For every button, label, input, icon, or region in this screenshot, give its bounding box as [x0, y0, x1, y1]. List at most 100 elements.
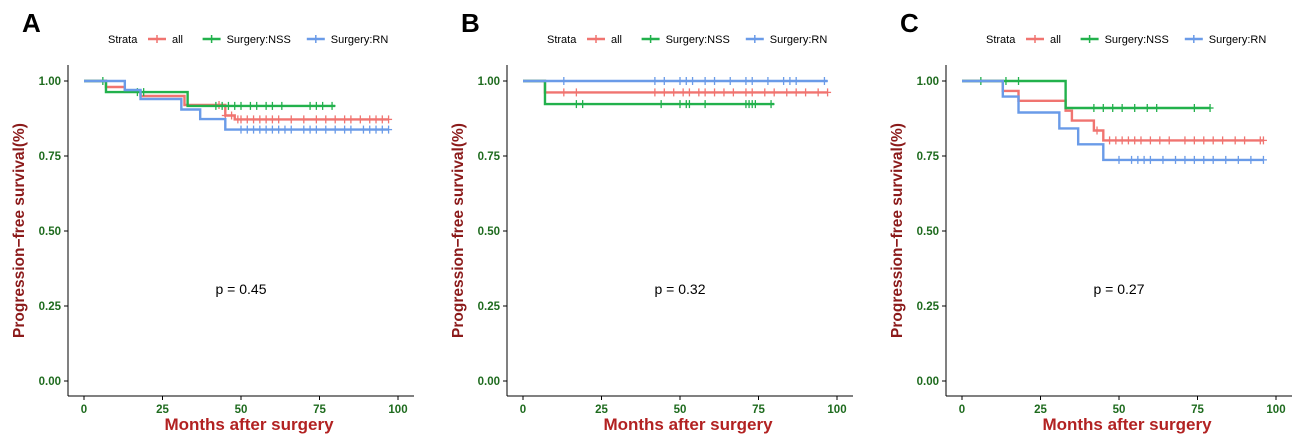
censor-mark — [256, 125, 264, 134]
censor-mark — [341, 125, 349, 134]
censor-mark — [1156, 136, 1164, 145]
survival-step-line — [84, 79, 389, 121]
legend-label: all — [1050, 34, 1061, 46]
series-surgery-nss — [962, 77, 1214, 112]
series-all — [523, 79, 832, 97]
legend-label: Surgery:NSS — [1105, 34, 1169, 46]
censor-mark — [560, 77, 568, 85]
censor-mark — [319, 101, 327, 110]
legend-label: Surgery:RN — [1209, 34, 1267, 46]
series-all — [962, 79, 1267, 145]
censor-mark — [231, 101, 239, 110]
y-tick-label: 0.00 — [478, 376, 500, 388]
panel-label: C — [900, 8, 919, 38]
censor-mark — [651, 88, 659, 97]
censor-mark — [385, 115, 393, 124]
censor-mark — [243, 125, 251, 134]
censor-mark — [253, 101, 261, 110]
series-surgery-nss — [523, 79, 775, 109]
censor-mark — [660, 88, 668, 97]
censor-mark — [275, 115, 283, 124]
y-tick-label: 0.25 — [478, 301, 501, 313]
censor-mark — [1172, 155, 1180, 164]
series-all — [84, 79, 393, 124]
legend-item: all — [587, 34, 622, 46]
censor-mark — [1234, 155, 1242, 164]
censor-mark — [701, 88, 709, 97]
censor-mark — [1206, 104, 1214, 112]
x-tick-label: 25 — [1034, 404, 1047, 416]
censor-mark — [720, 88, 728, 97]
x-axis-title: Months after surgery — [1042, 415, 1212, 434]
censor-mark — [224, 101, 232, 110]
legend-item: Surgery:NSS — [202, 34, 291, 46]
y-tick-label: 0.75 — [917, 151, 940, 163]
censor-mark — [792, 77, 800, 85]
censor-mark — [312, 101, 320, 110]
censor-mark — [695, 88, 703, 97]
x-tick-label: 75 — [313, 404, 326, 416]
legend-item: Surgery:RN — [1184, 34, 1267, 46]
censor-mark — [1190, 104, 1198, 112]
legend-label: Surgery:RN — [331, 34, 389, 46]
x-tick-label: 50 — [235, 404, 248, 416]
censor-mark — [218, 101, 226, 110]
panel-label: B — [461, 8, 480, 38]
y-axis-title: Progression−free survival(%) — [450, 123, 467, 338]
censor-mark — [560, 88, 568, 97]
p-value-annotation: p = 0.32 — [655, 281, 706, 297]
y-tick-label: 0.50 — [478, 226, 500, 238]
legend-title: Strata — [108, 34, 138, 46]
censor-mark — [300, 125, 308, 134]
censor-mark — [685, 100, 693, 109]
censor-mark — [651, 77, 659, 85]
x-tick-label: 0 — [959, 404, 965, 416]
censor-mark — [1259, 136, 1267, 145]
censor-mark — [306, 101, 314, 110]
censor-mark — [1115, 155, 1123, 164]
x-tick-label: 25 — [156, 404, 169, 416]
censor-mark — [366, 125, 374, 134]
censor-mark — [1099, 104, 1107, 112]
legend-item: all — [1026, 34, 1061, 46]
censor-mark — [1259, 155, 1267, 164]
legend-item: all — [148, 34, 183, 46]
y-tick-label: 0.50 — [39, 226, 61, 238]
y-tick-label: 1.00 — [39, 76, 61, 88]
censor-mark — [711, 77, 719, 85]
censor-mark — [268, 101, 276, 110]
censor-mark — [579, 100, 587, 109]
p-value-annotation: p = 0.27 — [1094, 281, 1145, 297]
censor-mark — [372, 125, 380, 134]
legend-label: all — [172, 34, 183, 46]
censor-mark — [237, 115, 245, 124]
censor-mark — [237, 101, 245, 110]
censor-mark — [347, 115, 355, 124]
y-tick-label: 1.00 — [917, 76, 939, 88]
censor-mark — [1137, 136, 1145, 145]
censor-mark — [356, 115, 364, 124]
censor-mark — [331, 125, 339, 134]
censor-mark — [726, 77, 734, 85]
censor-mark — [359, 125, 367, 134]
censor-mark — [228, 111, 236, 120]
censor-mark — [250, 115, 258, 124]
legend: Strata all Surgery:NSS Surgery:RN — [986, 34, 1266, 46]
censor-mark — [1093, 126, 1101, 135]
censor-mark — [246, 101, 254, 110]
censor-mark — [1109, 104, 1117, 112]
censor-mark — [820, 77, 828, 85]
censor-mark — [1222, 155, 1230, 164]
censor-mark — [1159, 155, 1167, 164]
censor-mark — [1200, 136, 1208, 145]
y-axis-title: Progression−free survival(%) — [11, 123, 28, 338]
censor-mark — [1140, 155, 1148, 164]
panel-c: C Strata all Surgery:NSS Surgery:RN 0.00 0.25 0… — [889, 8, 1292, 434]
legend-label: all — [611, 34, 622, 46]
series-surgery-rn — [84, 79, 393, 134]
censor-mark — [1146, 136, 1154, 145]
panel-b: B Strata all Surgery:NSS Surgery:RN 0.00 0.25 0… — [450, 8, 853, 434]
censor-mark — [1118, 136, 1126, 145]
legend-label: Surgery:NSS — [666, 34, 730, 46]
y-tick-label: 0.75 — [478, 151, 501, 163]
